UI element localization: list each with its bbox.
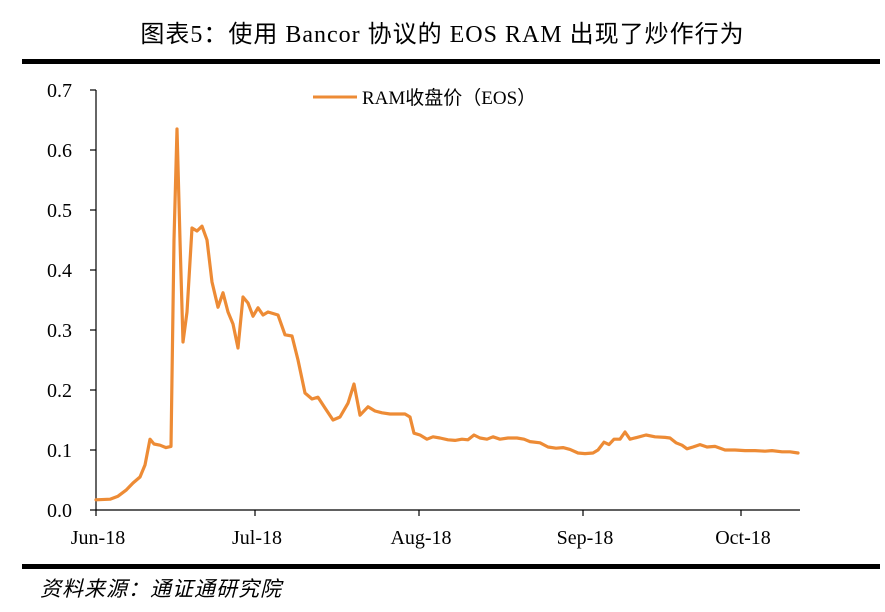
y-tick-label: 0.6 <box>47 140 72 162</box>
y-tick-label: 0.3 <box>47 320 72 342</box>
y-tick-label: 0.0 <box>47 500 72 522</box>
y-tick-label: 0.1 <box>47 440 72 462</box>
y-tick-label: 0.5 <box>47 200 72 222</box>
line-chart: 0.0 0.1 0.2 0.3 0.4 0.5 0.6 0.7 Jun-18 Jul-18 Aug-… <box>47 80 800 549</box>
x-tick-label: Jun-18 <box>71 527 125 549</box>
x-tick-label: Jul-18 <box>232 527 282 549</box>
x-tick-label: Aug-18 <box>390 527 451 549</box>
top-rule <box>22 59 880 64</box>
y-tick-label: 0.4 <box>47 260 72 282</box>
ram-price-line <box>94 127 800 502</box>
axes: 0.0 0.1 0.2 0.3 0.4 0.5 0.6 0.7 Jun-18 Jul-18 Aug-… <box>47 80 800 549</box>
x-tick-label: Oct-18 <box>715 527 771 549</box>
x-tick-label: Sep-18 <box>557 527 614 549</box>
bottom-rule <box>22 564 880 569</box>
chart-title: 图表5：使用 Bancor 协议的 EOS RAM 出现了炒作行为 <box>140 22 745 48</box>
y-tick-label: 0.7 <box>47 80 72 102</box>
legend: RAM收盘价（EOS） <box>313 87 536 109</box>
legend-label: RAM收盘价（EOS） <box>362 87 536 109</box>
y-tick-label: 0.2 <box>47 380 72 402</box>
source-note: 资料来源：通证通研究院 <box>40 577 282 601</box>
